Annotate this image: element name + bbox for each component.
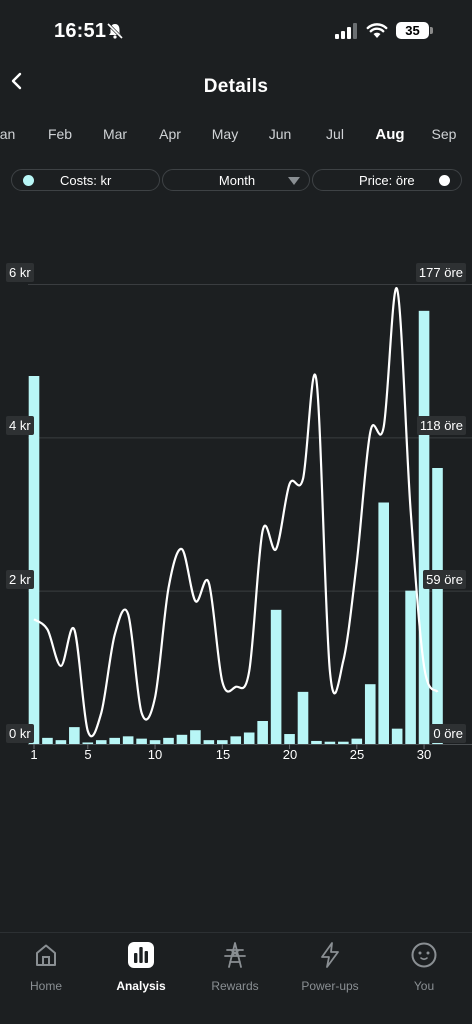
analysis-icon: [127, 941, 155, 969]
x-tick-label: 20: [282, 747, 298, 762]
nav-header: Details: [0, 62, 472, 112]
bar-day-11[interactable]: [163, 737, 174, 744]
bar-day-25[interactable]: [351, 738, 363, 744]
nav-item-home[interactable]: Home: [0, 941, 92, 1001]
nav-item-you[interactable]: You: [378, 941, 470, 1001]
bottom-nav: Home Analysis Rewards Power-ups You: [0, 932, 472, 1024]
bar-day-2[interactable]: [42, 737, 53, 744]
bar-day-29[interactable]: [405, 590, 416, 744]
bar-day-31[interactable]: [432, 468, 443, 744]
nav-item-power-ups[interactable]: Power-ups: [284, 941, 376, 1001]
nav-item-rewards[interactable]: Rewards: [189, 941, 281, 1001]
x-tick-label: 5: [84, 747, 92, 762]
price-line: [33, 287, 439, 738]
signal-icon: [335, 23, 357, 39]
period-dropdown[interactable]: Month: [162, 169, 310, 191]
bar-day-24[interactable]: [338, 741, 349, 744]
y-right-tick-label: 177 öre: [415, 263, 466, 282]
bar-day-26[interactable]: [364, 684, 376, 744]
usage-chart: 6 kr 4 kr 2 kr 0 kr 177 öre 118 öre 59 ö…: [0, 250, 472, 770]
costs-toggle[interactable]: Costs: kr: [11, 169, 160, 191]
status-bar: 16:51 35: [0, 0, 472, 62]
rewards-icon: [221, 941, 249, 969]
power-ups-icon: [316, 941, 344, 969]
x-tick-label: 15: [215, 747, 231, 762]
nav-item-analysis[interactable]: Analysis: [95, 941, 187, 1001]
bar-day-6[interactable]: [95, 740, 107, 744]
back-button[interactable]: [2, 66, 32, 96]
x-tick-label: 25: [349, 747, 365, 762]
tab-month-jul[interactable]: Jul: [326, 126, 344, 142]
y-right-tick-label: 118 öre: [416, 416, 466, 435]
y-left-tick-label: 6 kr: [6, 263, 34, 282]
tab-month-jan[interactable]: Jan: [0, 126, 16, 142]
page-title: Details: [203, 76, 269, 97]
y-left-tick-label: 2 kr: [6, 570, 34, 589]
costs-label: Costs: kr: [60, 173, 112, 188]
costs-dot-icon: [23, 175, 34, 186]
bar-day-22[interactable]: [311, 740, 322, 744]
y-left-tick-label: 4 kr: [6, 416, 34, 435]
caret-down-icon: [288, 177, 300, 185]
nav-label: Analysis: [116, 979, 166, 993]
bar-day-19[interactable]: [270, 609, 282, 744]
price-toggle[interactable]: Price: öre: [312, 169, 462, 191]
bar-day-12[interactable]: [176, 734, 188, 744]
tab-month-mar[interactable]: Mar: [102, 126, 128, 142]
y-left-tick-label: 0 kr: [6, 724, 34, 743]
bar-day-17[interactable]: [243, 732, 255, 745]
bar-day-4[interactable]: [69, 727, 80, 744]
tab-month-may[interactable]: May: [211, 126, 239, 142]
bar-day-10[interactable]: [149, 740, 161, 744]
bar-day-20[interactable]: [284, 734, 295, 744]
battery-tip: [430, 27, 433, 34]
y-right-tick-label: 0 öre: [430, 724, 466, 743]
tab-month-feb[interactable]: Feb: [47, 126, 73, 142]
bar-day-8[interactable]: [122, 736, 134, 744]
wifi-icon: [366, 23, 388, 38]
nav-label: You: [413, 979, 435, 993]
bar-day-21[interactable]: [297, 691, 309, 744]
chart-canvas: [28, 284, 472, 749]
x-tick-label: 1: [30, 747, 38, 762]
nav-label: Rewards: [211, 979, 259, 993]
bar-day-9[interactable]: [136, 738, 147, 744]
bar-day-13[interactable]: [190, 730, 201, 744]
tab-month-jun[interactable]: Jun: [268, 126, 292, 142]
chart-filters: Costs: kr Month Price: öre: [0, 169, 472, 191]
tab-month-aug[interactable]: Aug: [375, 126, 405, 143]
price-label: Price: öre: [359, 173, 415, 188]
bar-day-30[interactable]: [418, 310, 430, 744]
battery-level: 35: [405, 23, 420, 38]
nav-label: Power-ups: [301, 979, 359, 993]
bar-day-28[interactable]: [391, 728, 403, 744]
you-icon: [410, 941, 438, 969]
y-right-tick-label: 59 öre: [423, 570, 466, 589]
bar-day-18[interactable]: [257, 721, 268, 744]
bar-day-23[interactable]: [324, 741, 336, 744]
bell-muted-icon: [106, 22, 124, 40]
price-dot-icon: [439, 175, 450, 186]
x-tick-label: 30: [416, 747, 432, 762]
home-icon: [32, 941, 60, 969]
bar-day-1[interactable]: [28, 376, 40, 744]
status-time: 16:51: [54, 20, 107, 42]
bar-day-5[interactable]: [82, 742, 94, 744]
bar-day-15[interactable]: [217, 740, 228, 744]
bar-day-27[interactable]: [378, 502, 389, 745]
bar-day-7[interactable]: [109, 737, 120, 744]
chevron-left-icon: [11, 72, 22, 90]
nav-label: Home: [29, 979, 62, 993]
tab-month-apr[interactable]: Apr: [159, 126, 181, 142]
x-tick-label: 10: [147, 747, 163, 762]
period-label: Month: [218, 173, 256, 188]
bar-day-3[interactable]: [55, 740, 67, 744]
tab-month-sep[interactable]: Sep: [431, 126, 457, 142]
battery-indicator: 35: [396, 22, 429, 39]
month-selector: Jan Feb Mar Apr May Jun Jul Aug Sep: [0, 122, 472, 148]
bar-day-14[interactable]: [203, 740, 215, 744]
bar-day-16[interactable]: [230, 736, 242, 744]
